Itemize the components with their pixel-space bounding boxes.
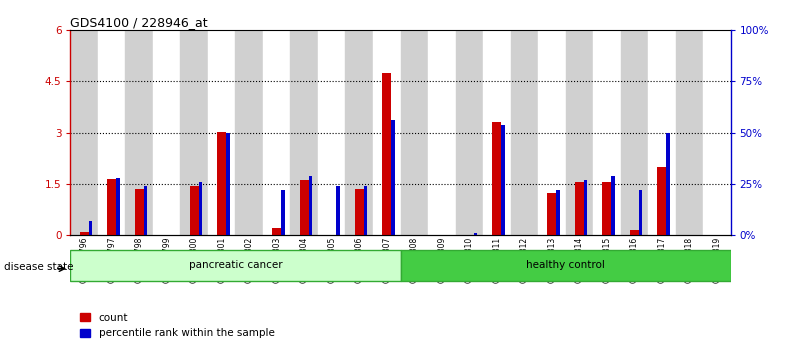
Bar [226, 133, 230, 235]
Bar [666, 133, 670, 235]
Bar [675, 30, 703, 235]
Bar [70, 250, 400, 281]
Bar [703, 30, 731, 235]
Bar [126, 30, 153, 235]
Bar [135, 189, 143, 235]
Bar [566, 30, 593, 235]
Legend: count, percentile rank within the sample: count, percentile rank within the sample [76, 309, 279, 342]
Bar [556, 190, 560, 235]
Bar [153, 30, 180, 235]
Bar [400, 30, 428, 235]
Bar [638, 190, 642, 235]
Bar [300, 180, 308, 235]
Bar [630, 230, 638, 235]
Bar [456, 30, 483, 235]
Bar [602, 182, 611, 235]
Bar [208, 30, 235, 235]
Bar [473, 233, 477, 235]
Bar [190, 186, 199, 235]
Bar [281, 190, 284, 235]
Bar [493, 122, 501, 235]
Bar [593, 30, 621, 235]
Bar [199, 182, 202, 235]
Bar [336, 186, 340, 235]
Text: disease state: disease state [4, 262, 74, 272]
Bar [143, 186, 147, 235]
Bar [648, 30, 675, 235]
Bar [308, 176, 312, 235]
Bar [318, 30, 345, 235]
Bar [583, 180, 587, 235]
Bar [428, 30, 456, 235]
Text: healthy control: healthy control [526, 261, 605, 270]
Bar [621, 30, 648, 235]
Bar [400, 250, 731, 281]
Bar [80, 232, 89, 235]
Bar [391, 120, 395, 235]
Bar [98, 30, 126, 235]
Bar [291, 30, 318, 235]
Bar [575, 182, 584, 235]
Bar [510, 30, 538, 235]
Bar [355, 189, 364, 235]
Bar [382, 73, 391, 235]
Bar [483, 30, 510, 235]
Bar [116, 178, 119, 235]
Text: pancreatic cancer: pancreatic cancer [189, 261, 282, 270]
Bar [272, 228, 281, 235]
Bar [345, 30, 373, 235]
Bar [180, 30, 208, 235]
Text: GDS4100 / 228946_at: GDS4100 / 228946_at [70, 16, 208, 29]
Bar [501, 125, 505, 235]
Bar [658, 167, 666, 235]
Bar [70, 30, 98, 235]
Bar [364, 186, 367, 235]
Bar [88, 221, 92, 235]
Bar [373, 30, 400, 235]
Bar [611, 176, 614, 235]
Bar [217, 132, 226, 235]
Bar [547, 193, 556, 235]
Bar [107, 179, 116, 235]
Bar [263, 30, 291, 235]
Bar [235, 30, 263, 235]
Bar [538, 30, 566, 235]
